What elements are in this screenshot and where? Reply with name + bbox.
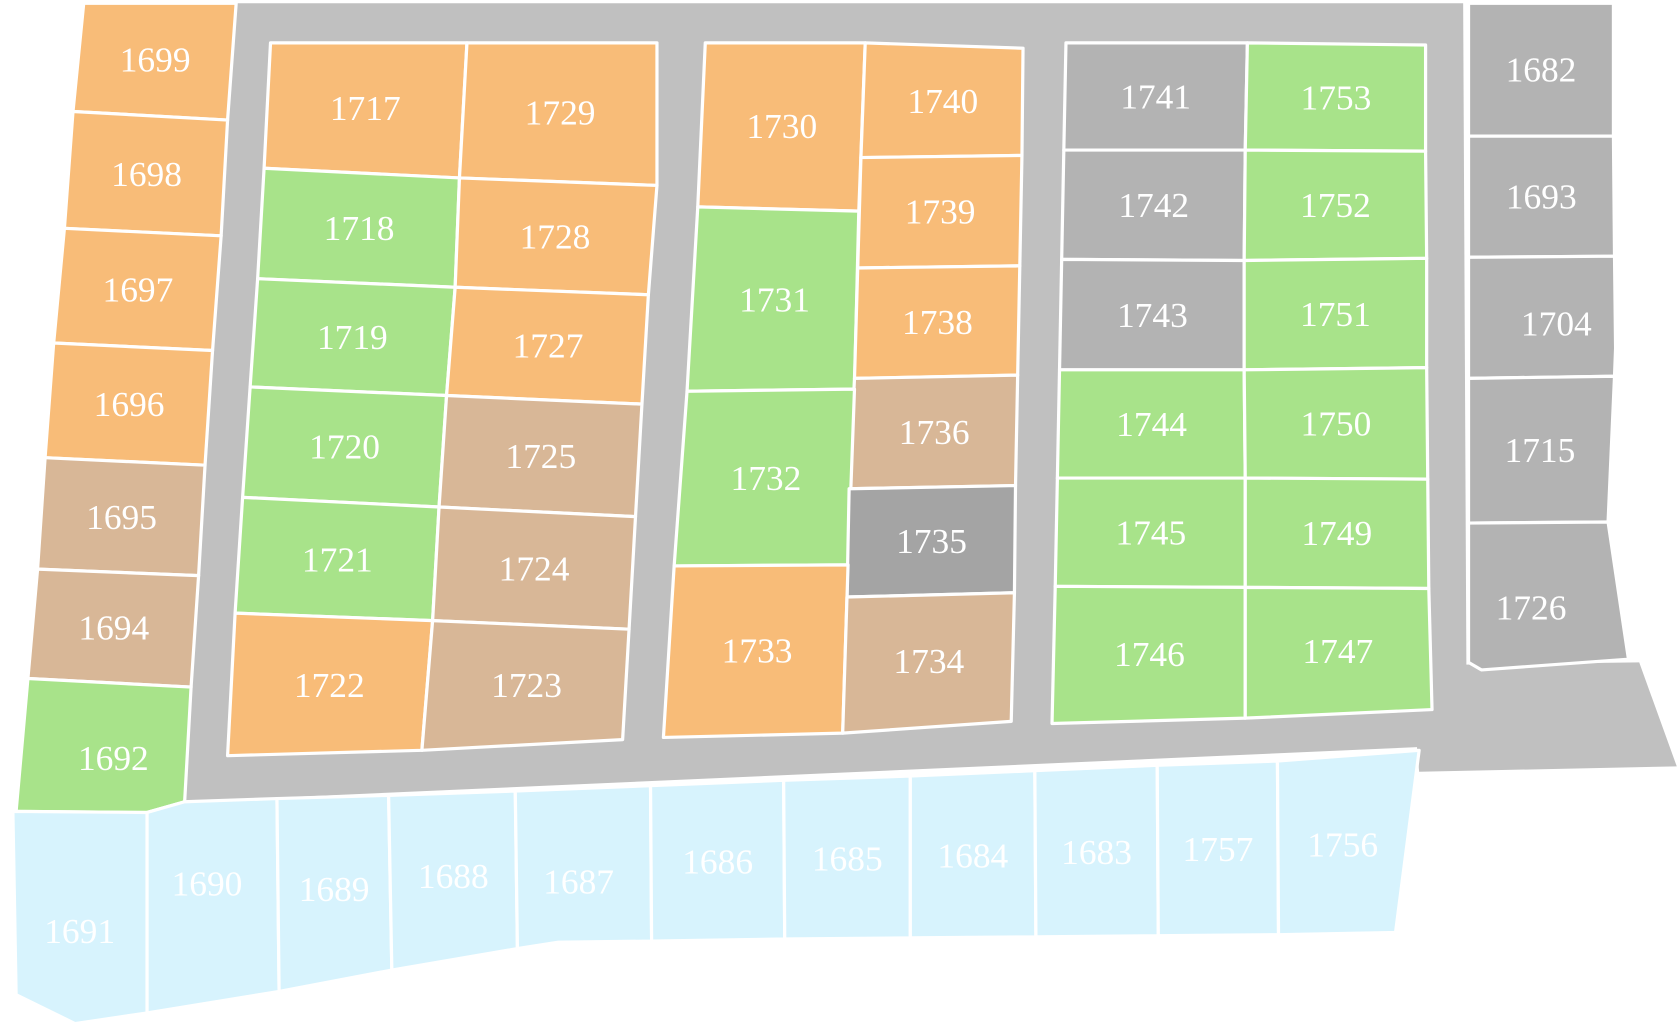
lot[interactable] <box>420 619 631 752</box>
lot[interactable] <box>1060 148 1247 263</box>
lot[interactable] <box>1466 374 1617 525</box>
lot[interactable] <box>696 41 867 213</box>
lot[interactable] <box>262 41 469 180</box>
lot[interactable] <box>1275 748 1421 937</box>
lot[interactable] <box>1057 257 1246 372</box>
lot[interactable] <box>145 796 281 1015</box>
lot[interactable] <box>240 385 449 509</box>
lot[interactable] <box>1053 476 1247 589</box>
lot[interactable] <box>62 109 230 238</box>
lot[interactable] <box>1033 763 1160 939</box>
lot[interactable] <box>648 778 787 943</box>
lot[interactable] <box>1055 368 1247 480</box>
lot[interactable] <box>782 774 912 941</box>
lot[interactable] <box>248 277 457 398</box>
lot[interactable] <box>841 591 1017 735</box>
lot[interactable] <box>685 205 861 393</box>
lot[interactable] <box>908 769 1038 940</box>
lot[interactable] <box>513 784 654 951</box>
lot[interactable] <box>35 456 207 578</box>
lot[interactable] <box>225 611 435 758</box>
lot[interactable] <box>1242 148 1429 263</box>
lot[interactable] <box>847 373 1020 491</box>
lot[interactable] <box>1243 476 1431 591</box>
lot[interactable] <box>26 567 201 689</box>
lot[interactable] <box>1155 759 1281 938</box>
lot[interactable] <box>275 793 394 994</box>
lot[interactable] <box>1242 256 1429 372</box>
lot[interactable] <box>233 495 441 623</box>
lot[interactable] <box>1466 520 1631 672</box>
lot[interactable] <box>1050 584 1247 726</box>
lot[interactable] <box>457 41 659 188</box>
lot[interactable] <box>845 483 1018 599</box>
lot[interactable] <box>453 176 659 297</box>
lot[interactable] <box>11 809 149 1026</box>
lot[interactable] <box>1062 41 1249 152</box>
lot[interactable] <box>386 789 520 972</box>
lot[interactable] <box>1243 585 1434 720</box>
lot[interactable] <box>672 387 857 568</box>
lot[interactable] <box>852 264 1022 380</box>
lot[interactable] <box>1242 366 1430 481</box>
lot[interactable] <box>71 1 238 122</box>
lot[interactable] <box>1466 134 1617 259</box>
lot[interactable] <box>256 166 462 289</box>
lot[interactable] <box>661 563 850 740</box>
lot[interactable] <box>1466 254 1618 380</box>
lot[interactable] <box>52 226 223 353</box>
lot[interactable] <box>43 341 215 467</box>
lot[interactable] <box>1466 1 1616 138</box>
lot[interactable] <box>14 676 193 815</box>
lot[interactable] <box>431 505 638 631</box>
lot[interactable] <box>437 393 644 519</box>
lot[interactable] <box>444 285 650 406</box>
lot[interactable] <box>859 41 1025 160</box>
lot[interactable] <box>856 153 1024 270</box>
lot[interactable] <box>1243 41 1428 153</box>
